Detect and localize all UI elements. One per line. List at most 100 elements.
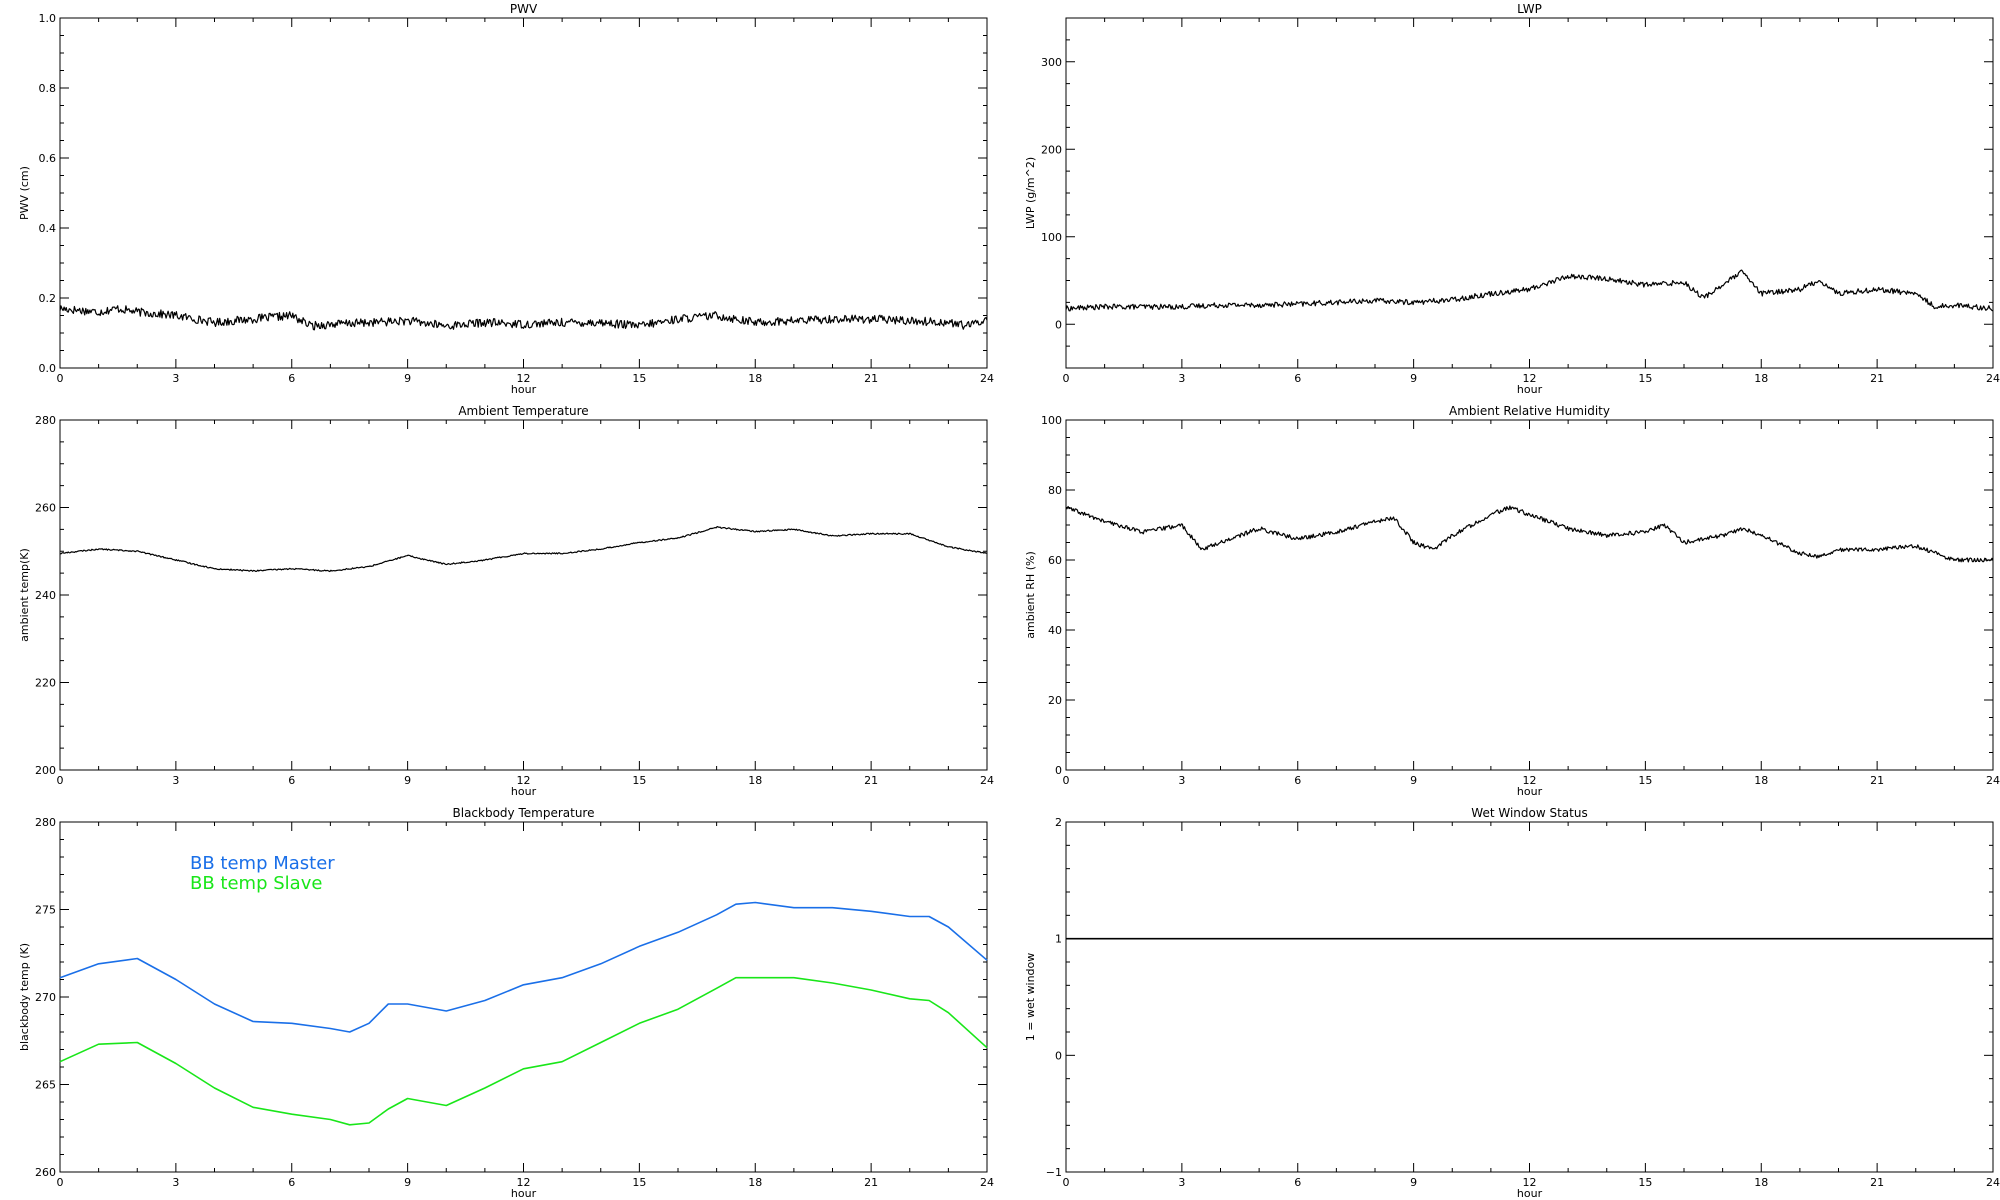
y-tick-label: 240 — [35, 589, 56, 602]
x-tick-label: 9 — [404, 774, 411, 787]
x-tick-label: 0 — [1063, 372, 1070, 385]
y-tick-label: 60 — [1048, 554, 1062, 567]
y-tick-label: 40 — [1048, 624, 1062, 637]
series-line-1 — [1065, 269, 1994, 312]
y-tick-label: −1 — [1046, 1166, 1062, 1179]
x-tick-label: 24 — [980, 1176, 994, 1189]
x-tick-label: 21 — [864, 774, 878, 787]
series-line-1 — [1065, 505, 1994, 563]
x-tick-label: 15 — [632, 1176, 646, 1189]
series-line-1 — [59, 901, 988, 1033]
x-tick-label: 18 — [748, 372, 762, 385]
x-tick-label: 6 — [1294, 1176, 1301, 1189]
y-tick-label: 0.4 — [39, 222, 57, 235]
chart-title: Wet Window Status — [1471, 806, 1587, 820]
x-tick-label: 3 — [1178, 774, 1185, 787]
y-axis-label: LWP (g/m^2) — [1024, 157, 1037, 229]
y-tick-label: 275 — [35, 904, 56, 917]
y-tick-label: 20 — [1048, 694, 1062, 707]
x-tick-label: 6 — [288, 1176, 295, 1189]
y-tick-label: 260 — [35, 502, 56, 515]
y-tick-label: 0.2 — [39, 292, 57, 305]
x-tick-label: 15 — [632, 774, 646, 787]
x-tick-label: 15 — [632, 372, 646, 385]
x-tick-label: 12 — [517, 372, 531, 385]
y-tick-label: 280 — [35, 414, 56, 427]
chart-panel-3: 0 3 6 9 12 15 18 21 24 200 220 240 260 280 Ambient Tem… — [18, 404, 994, 798]
x-tick-label: 21 — [864, 372, 878, 385]
chart-title: Ambient Relative Humidity — [1449, 404, 1610, 418]
y-tick-label: 2 — [1055, 816, 1062, 829]
y-tick-label: 220 — [35, 677, 56, 690]
x-tick-label: 3 — [172, 774, 179, 787]
y-tick-label: 200 — [35, 764, 56, 777]
series-line-1 — [59, 525, 988, 573]
y-tick-label: 0 — [1055, 764, 1062, 777]
y-tick-label: 200 — [1041, 143, 1062, 156]
x-tick-label: 12 — [517, 1176, 531, 1189]
x-tick-label: 15 — [1638, 1176, 1652, 1189]
y-tick-label: 270 — [35, 991, 56, 1004]
x-tick-label: 15 — [1638, 372, 1652, 385]
y-tick-label: 1.0 — [39, 12, 57, 25]
plot-frame — [1065, 821, 1994, 1173]
x-tick-label: 0 — [57, 1176, 64, 1189]
y-tick-label: 0 — [1055, 318, 1062, 331]
plot-frame — [1065, 419, 1994, 771]
x-tick-label: 18 — [1754, 774, 1768, 787]
x-tick-label: 24 — [980, 372, 994, 385]
legend-entry: BB temp Slave — [190, 873, 322, 894]
y-tick-label: 0.8 — [39, 82, 57, 95]
x-tick-label: 0 — [1063, 1176, 1070, 1189]
x-axis-label: hour — [511, 383, 537, 396]
y-tick-label: 260 — [35, 1166, 56, 1179]
x-tick-label: 3 — [1178, 372, 1185, 385]
x-tick-label: 3 — [172, 372, 179, 385]
x-axis-label: hour — [511, 1187, 537, 1200]
x-tick-label: 18 — [1754, 372, 1768, 385]
x-tick-label: 12 — [1523, 774, 1537, 787]
y-tick-label: 300 — [1041, 56, 1062, 69]
y-tick-label: 1 — [1055, 933, 1062, 946]
x-axis-label: hour — [1517, 785, 1543, 798]
x-tick-label: 21 — [864, 1176, 878, 1189]
x-tick-label: 21 — [1870, 774, 1884, 787]
chart-title: Blackbody Temperature — [453, 806, 595, 820]
chart-panel-4: 0 3 6 9 12 15 18 21 24 0 20 40 60 80 100 Ambient Relati… — [1024, 404, 2000, 798]
x-tick-label: 18 — [748, 774, 762, 787]
x-tick-label: 9 — [404, 372, 411, 385]
y-tick-label: 100 — [1041, 231, 1062, 244]
x-tick-label: 24 — [1986, 774, 2000, 787]
x-tick-label: 12 — [1523, 372, 1537, 385]
y-axis-label: blackbody temp (K) — [18, 943, 31, 1051]
y-tick-label: 0.6 — [39, 152, 57, 165]
x-tick-label: 18 — [1754, 1176, 1768, 1189]
x-tick-label: 12 — [1523, 1176, 1537, 1189]
chart-panel-2: 0 3 6 9 12 15 18 21 24 0 100 200 300 LWP hour LWP (g/m^… — [1024, 2, 2000, 396]
x-tick-label: 3 — [172, 1176, 179, 1189]
x-axis-label: hour — [511, 785, 537, 798]
x-tick-label: 6 — [288, 774, 295, 787]
chart-title: Ambient Temperature — [458, 404, 588, 418]
x-tick-label: 24 — [1986, 1176, 2000, 1189]
x-tick-label: 21 — [1870, 372, 1884, 385]
x-tick-label: 6 — [1294, 774, 1301, 787]
x-tick-label: 9 — [1410, 1176, 1417, 1189]
chart-panel-1: 0 3 6 9 12 15 18 21 24 0.0 0.2 0.4 0.6 0.8 1.0 PWV hour P… — [18, 2, 994, 396]
x-tick-label: 9 — [1410, 774, 1417, 787]
y-axis-label: PWV (cm) — [18, 166, 31, 220]
x-tick-label: 12 — [517, 774, 531, 787]
x-tick-label: 18 — [748, 1176, 762, 1189]
x-tick-label: 24 — [980, 774, 994, 787]
legend-entry: BB temp Master — [190, 853, 335, 874]
x-axis-label: hour — [1517, 1187, 1543, 1200]
plot-frame — [1065, 17, 1994, 369]
chart-title: LWP — [1517, 2, 1542, 16]
x-tick-label: 6 — [288, 372, 295, 385]
x-tick-label: 0 — [1063, 774, 1070, 787]
y-axis-label: ambient temp(K) — [18, 548, 31, 642]
y-tick-label: 265 — [35, 1079, 56, 1092]
plot-frame — [59, 419, 988, 771]
